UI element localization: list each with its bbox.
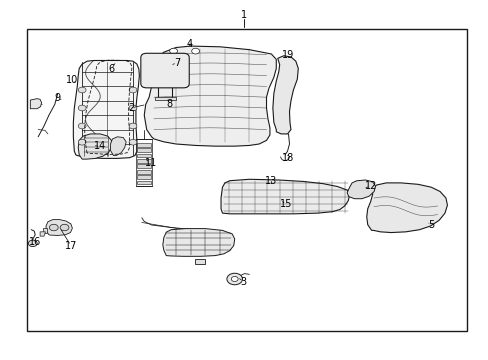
Text: 6: 6 <box>108 64 114 74</box>
Circle shape <box>78 105 86 111</box>
Text: 11: 11 <box>144 158 157 168</box>
Text: 1: 1 <box>241 10 247 20</box>
Polygon shape <box>194 259 205 264</box>
Circle shape <box>60 224 69 231</box>
Circle shape <box>191 48 199 54</box>
Polygon shape <box>163 229 234 256</box>
Polygon shape <box>137 154 150 157</box>
Polygon shape <box>73 60 139 158</box>
Polygon shape <box>137 170 150 174</box>
Text: 4: 4 <box>186 39 192 49</box>
Bar <box>27 29 466 331</box>
Circle shape <box>129 123 137 129</box>
Polygon shape <box>46 220 72 235</box>
Text: 15: 15 <box>279 199 292 210</box>
Circle shape <box>78 123 86 129</box>
Polygon shape <box>144 46 276 146</box>
Text: 14: 14 <box>94 141 106 151</box>
Text: 18: 18 <box>282 153 294 163</box>
Text: 16: 16 <box>29 237 41 247</box>
Circle shape <box>226 273 242 285</box>
Polygon shape <box>43 228 47 233</box>
Text: 8: 8 <box>166 99 172 109</box>
Text: 9: 9 <box>55 93 61 103</box>
Polygon shape <box>366 183 447 233</box>
Polygon shape <box>137 180 150 184</box>
Polygon shape <box>137 148 150 152</box>
Circle shape <box>49 224 58 231</box>
Polygon shape <box>137 175 150 179</box>
Polygon shape <box>30 99 41 109</box>
Polygon shape <box>272 56 298 134</box>
Circle shape <box>129 105 137 111</box>
Polygon shape <box>78 134 111 159</box>
Polygon shape <box>137 159 150 163</box>
Circle shape <box>129 139 137 145</box>
Text: 12: 12 <box>364 181 376 191</box>
Polygon shape <box>137 143 150 147</box>
Text: 3: 3 <box>240 276 246 287</box>
Circle shape <box>129 87 137 93</box>
Text: 5: 5 <box>427 220 433 230</box>
Circle shape <box>169 48 177 54</box>
Polygon shape <box>154 97 176 100</box>
Circle shape <box>78 87 86 93</box>
Polygon shape <box>40 232 45 236</box>
Text: 13: 13 <box>264 176 277 186</box>
Text: 2: 2 <box>128 103 134 113</box>
Polygon shape <box>346 180 375 199</box>
Polygon shape <box>221 179 349 214</box>
Text: 17: 17 <box>64 240 77 251</box>
Circle shape <box>78 139 86 145</box>
Circle shape <box>231 276 238 282</box>
Circle shape <box>28 240 37 247</box>
Text: 10: 10 <box>66 75 79 85</box>
Text: 19: 19 <box>282 50 294 60</box>
Polygon shape <box>137 164 150 168</box>
Text: 7: 7 <box>174 58 180 68</box>
Polygon shape <box>110 137 126 156</box>
FancyBboxPatch shape <box>141 53 189 88</box>
